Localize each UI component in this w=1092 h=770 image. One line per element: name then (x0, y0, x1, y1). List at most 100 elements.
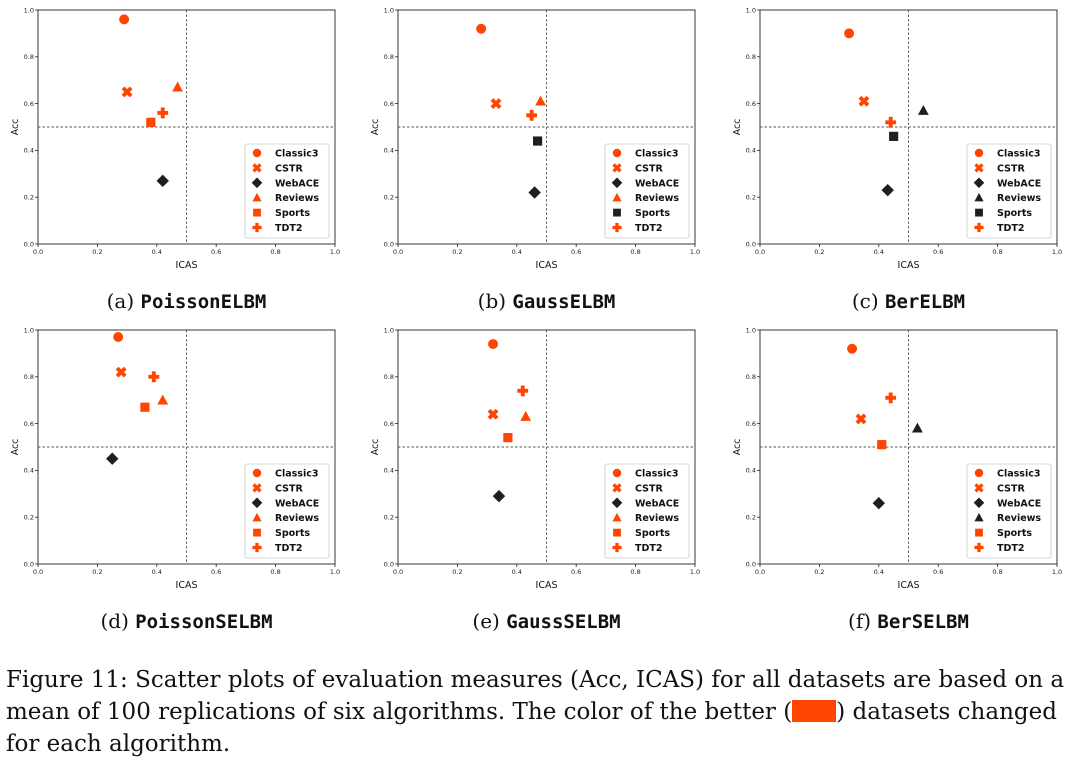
subcaption-method: BerELBM (885, 291, 965, 313)
x-tick-label: 0.0 (393, 248, 403, 256)
y-tick-label: 0.6 (24, 100, 34, 108)
y-tick-label: 0.2 (24, 194, 34, 202)
point-reviews (917, 104, 929, 115)
legend-label: WebACE (275, 498, 319, 509)
legend-label: TDT2 (635, 543, 662, 554)
subcaption-method: BerSELBM (877, 611, 969, 633)
point-classic3 (844, 28, 855, 39)
legend: Classic3 CSTR WebACE Reviews Sports TDT2 (966, 143, 1052, 239)
y-tick-label: 0.8 (24, 53, 34, 61)
x-axis-label: ICAS (898, 260, 920, 271)
legend-label: TDT2 (997, 543, 1024, 554)
legend-marker-reviews (252, 192, 262, 202)
point-sports (146, 117, 156, 127)
y-tick-label: 0.6 (384, 100, 394, 108)
point-cstr (858, 95, 870, 107)
point-cstr (121, 86, 133, 98)
legend-marker-cstr (252, 163, 262, 173)
y-tick-label: 1.0 (384, 6, 394, 14)
legend-label: Reviews (275, 193, 319, 204)
point-classic3 (119, 14, 130, 25)
legend-label: Sports (275, 208, 310, 219)
point-sports (877, 440, 887, 450)
subcaption-label: (a) (107, 289, 141, 313)
legend-label: Reviews (997, 193, 1041, 204)
x-tick-label: 0.6 (933, 248, 943, 256)
subcaption-method: PoissonELBM (141, 291, 267, 313)
scatter-plot-grid: 0.0 0.2 0.4 0.6 0.8 1.0 0.0 0.2 0.4 0.6 0.8 1.0 ICAS… (10, 6, 1062, 633)
point-cstr (855, 413, 867, 425)
legend-marker-webace (251, 497, 263, 509)
x-tick-label: 0.2 (814, 568, 824, 576)
point-webace (881, 183, 894, 197)
legend-label: TDT2 (635, 223, 662, 234)
point-sports (140, 402, 150, 412)
subcaption-label: (e) (472, 609, 506, 633)
legend-marker-tdt2 (974, 542, 984, 553)
x-tick-label: 0.8 (270, 568, 280, 576)
legend-marker-sports (975, 208, 983, 217)
legend-marker-classic3 (974, 468, 984, 478)
legend-marker-tdt2 (612, 542, 622, 553)
x-tick-label: 0.4 (512, 568, 522, 576)
point-webace (872, 496, 886, 510)
y-axis-label: Acc (732, 119, 743, 136)
x-tick-label: 0.4 (152, 568, 162, 576)
subcaption-label: (f) (848, 609, 877, 633)
legend-label: Classic3 (635, 469, 678, 480)
x-tick-label: 0.6 (933, 568, 943, 576)
legend-marker-sports (613, 528, 621, 537)
subcaption-method: PoissonSELBM (135, 611, 272, 633)
point-sports (889, 131, 899, 141)
y-tick-label: 0.8 (746, 373, 756, 381)
x-axis-label: ICAS (536, 260, 558, 271)
x-tick-label: 0.0 (393, 568, 403, 576)
subcaption-label: (c) (852, 289, 885, 313)
legend-marker-reviews (612, 512, 622, 522)
y-tick-label: 0.6 (746, 100, 756, 108)
x-tick-label: 0.0 (755, 248, 765, 256)
point-tdt2 (157, 107, 169, 119)
y-tick-label: 0.4 (24, 147, 34, 155)
legend-marker-classic3 (974, 148, 984, 158)
legend-marker-reviews (974, 512, 984, 522)
y-tick-label: 0.0 (24, 560, 34, 568)
legend-label: WebACE (275, 178, 319, 189)
legend-marker-cstr (252, 483, 262, 493)
legend-label: Sports (997, 528, 1032, 539)
y-tick-label: 0.4 (746, 147, 756, 155)
point-webace (528, 186, 541, 199)
y-tick-label: 0.4 (746, 467, 756, 475)
point-sports (533, 136, 543, 146)
scatter-panel-f: 0.0 0.2 0.4 0.6 0.8 1.0 0.0 0.2 0.4 0.6 0.8 1.0 ICAS… (732, 326, 1062, 633)
legend-label: Reviews (635, 513, 679, 524)
legend-box (244, 463, 330, 559)
legend-label: Reviews (635, 193, 679, 204)
point-webace (156, 174, 169, 188)
x-tick-label: 0.2 (452, 248, 462, 256)
legend-label: WebACE (997, 498, 1041, 509)
x-tick-label: 1.0 (330, 248, 340, 256)
legend: Classic3 CSTR WebACE Reviews Sports TDT2 (604, 143, 690, 239)
subcaption-label: (d) (100, 609, 135, 633)
legend: Classic3 CSTR WebACE Reviews Sports TDT2 (244, 143, 330, 239)
scatter-panel-b: 0.0 0.2 0.4 0.6 0.8 1.0 0.0 0.2 0.4 0.6 0.8 1.0 ICAS… (370, 6, 700, 313)
x-tick-label: 0.4 (512, 248, 522, 256)
legend-marker-cstr (612, 163, 622, 173)
legend-marker-cstr (612, 483, 622, 493)
y-tick-label: 0.0 (746, 240, 756, 248)
y-tick-label: 0.4 (384, 467, 394, 475)
subcaption: (d) PoissonSELBM (100, 609, 272, 633)
caption-text-before: Figure 11: Scatter plots of evaluation m… (6, 667, 1065, 725)
y-axis-label: Acc (370, 119, 381, 136)
legend-marker-webace (611, 497, 623, 509)
point-classic3 (847, 343, 858, 354)
legend-label: Sports (997, 208, 1032, 219)
legend-label: Reviews (275, 513, 319, 524)
x-axis-label: ICAS (176, 260, 198, 271)
point-reviews (912, 422, 923, 433)
x-tick-label: 1.0 (690, 568, 700, 576)
caption-text-after: ) datasets changed for each algorithm. (6, 699, 1057, 757)
point-classic3 (113, 332, 124, 342)
subcaption: (f) BerSELBM (848, 609, 969, 633)
